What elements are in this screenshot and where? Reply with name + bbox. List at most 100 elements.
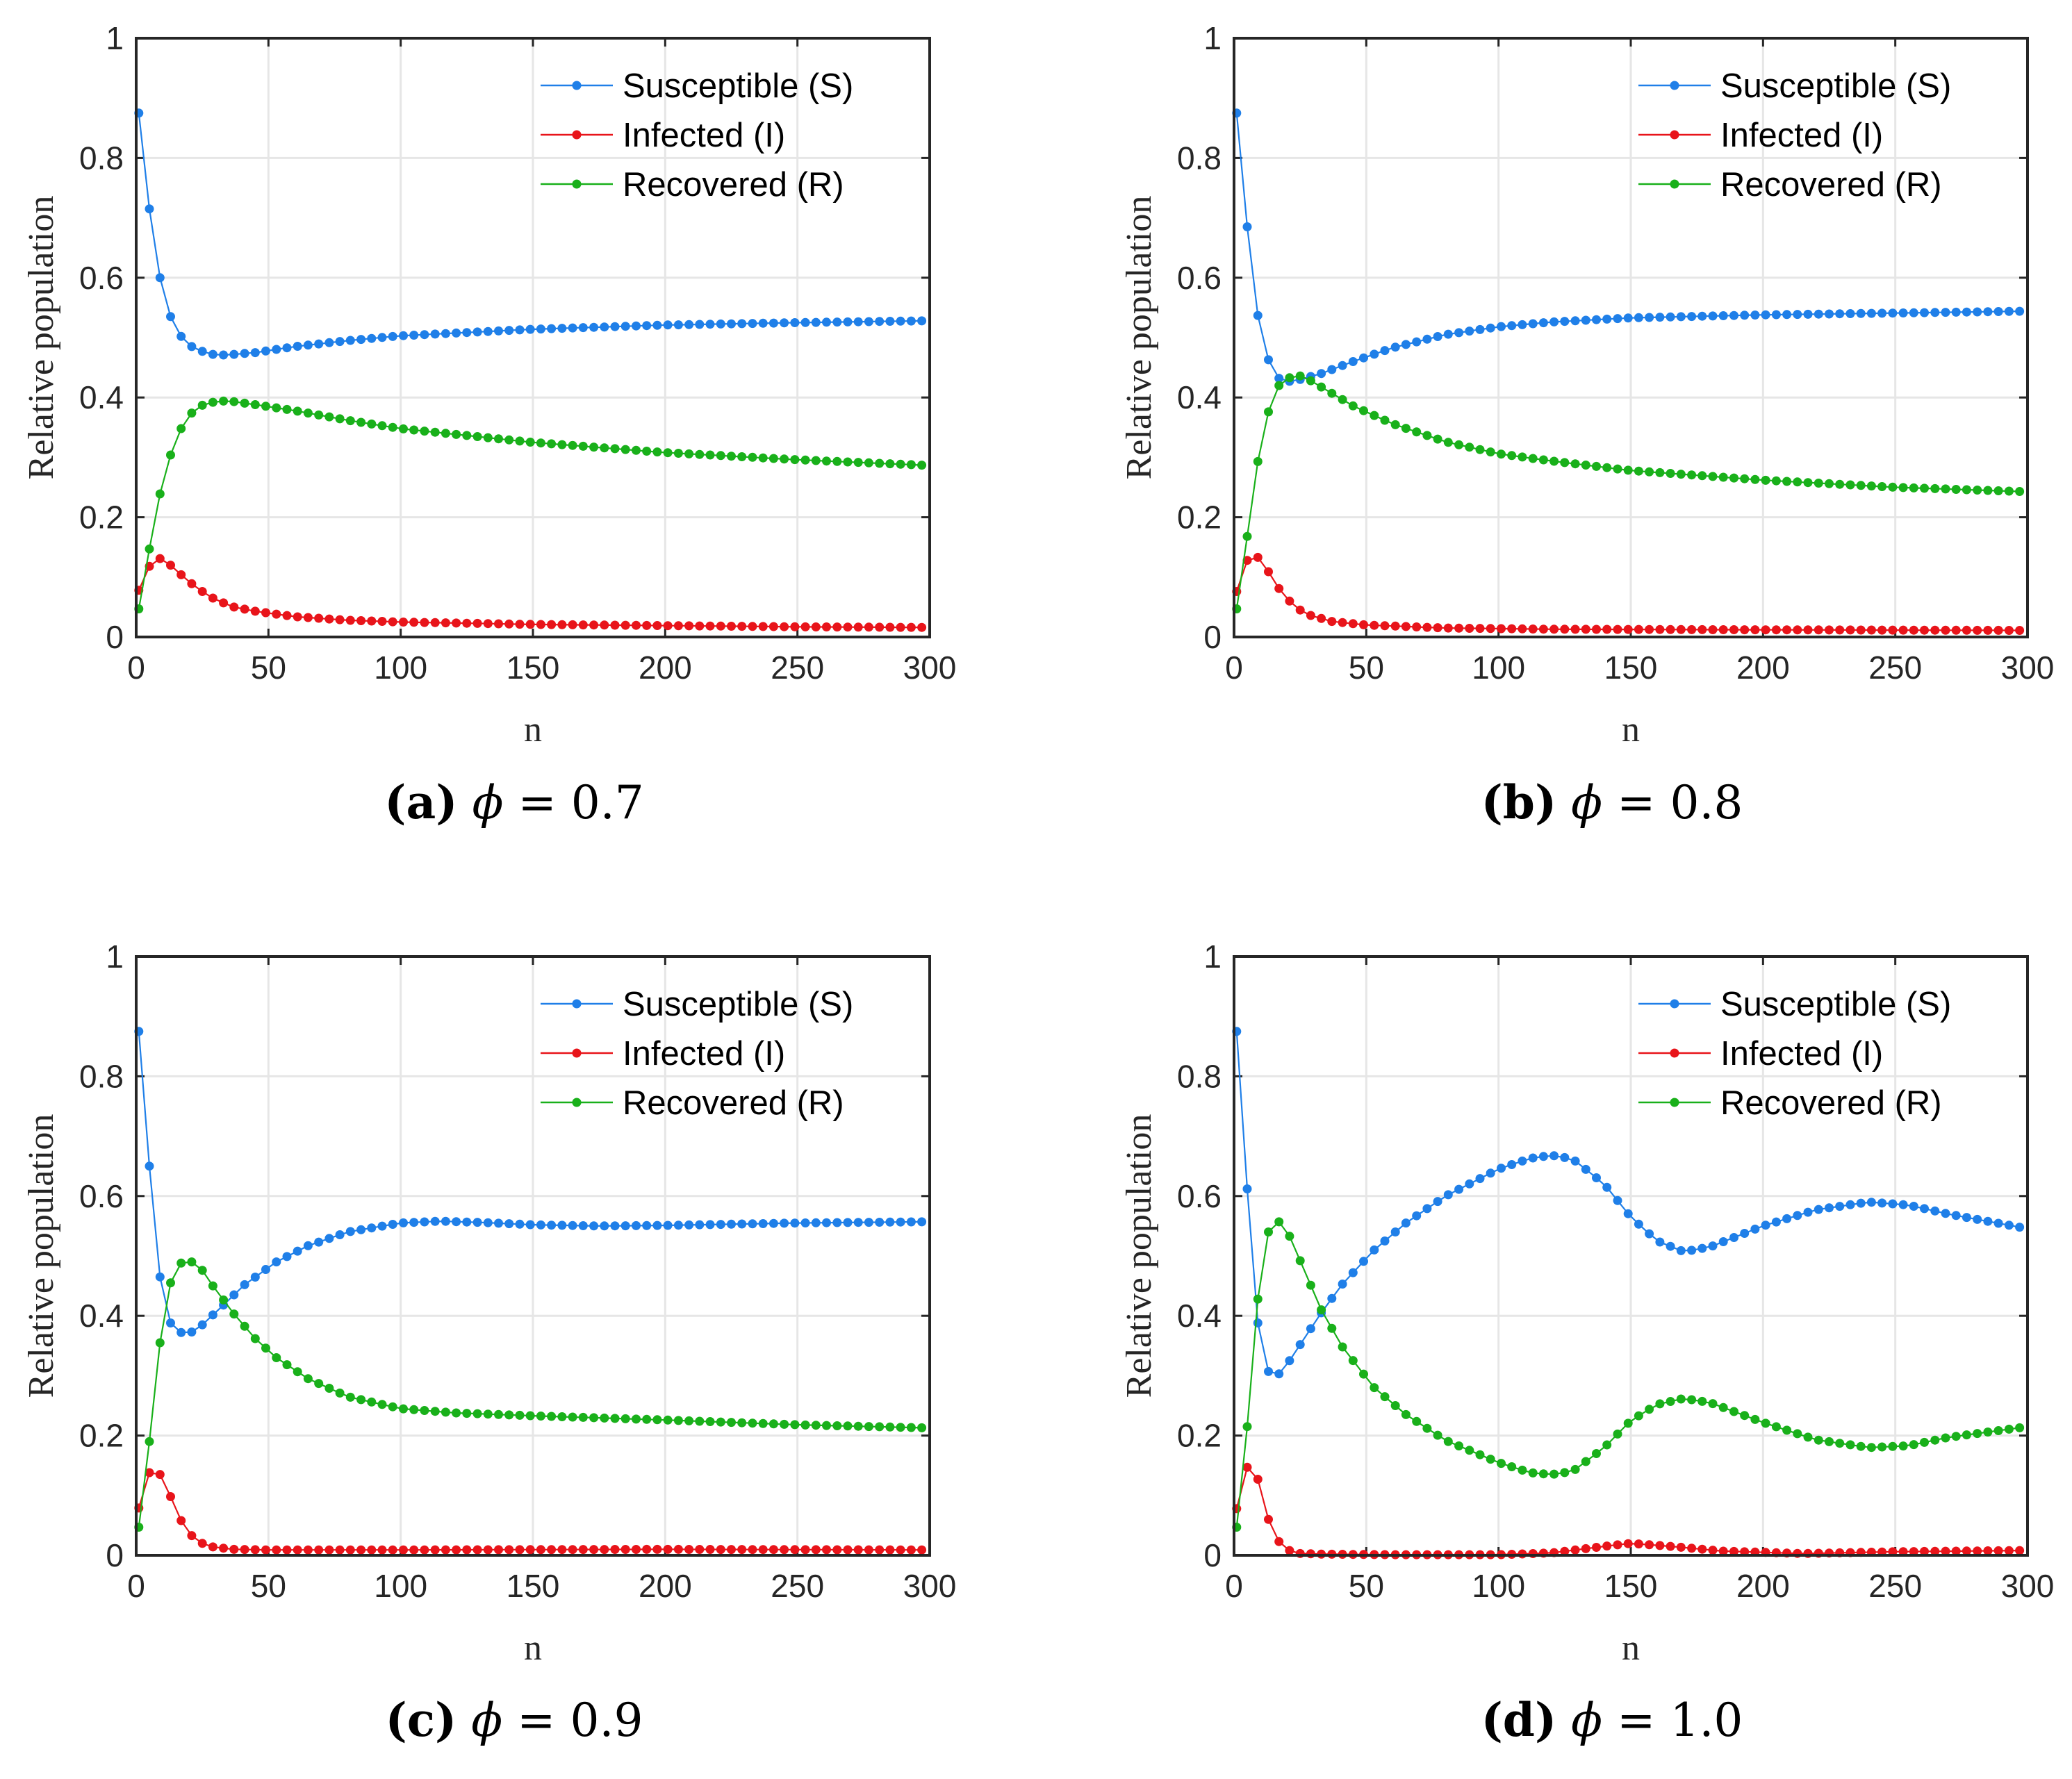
data-point (145, 1437, 154, 1446)
data-point (663, 621, 673, 631)
data-point (1866, 308, 1876, 318)
data-point (1697, 624, 1707, 634)
data-point (1497, 322, 1506, 331)
data-point (1454, 1184, 1464, 1194)
data-point (652, 1415, 662, 1425)
data-point (303, 1241, 313, 1250)
data-point (1370, 1245, 1379, 1255)
data-point (1655, 624, 1665, 634)
data-point (1697, 1544, 1707, 1554)
data-point (430, 329, 440, 339)
data-point (1793, 1429, 1802, 1439)
legend-item-i: Infected (I) (541, 1035, 785, 1073)
data-point (673, 449, 683, 458)
data-point (885, 622, 895, 632)
legend: Susceptible (S) Infected (I) Recovered (R) (541, 67, 853, 204)
data-point (1803, 1432, 1813, 1442)
data-point (335, 337, 345, 347)
data-point (811, 1421, 821, 1430)
panel-caption: (d) ϕ = 1.0 (1481, 1693, 1743, 1747)
data-point (1771, 476, 1781, 486)
data-point (1317, 369, 1326, 379)
data-point (853, 1421, 863, 1431)
data-point (1348, 619, 1358, 629)
y-tick-label: 1 (1203, 938, 1222, 975)
data-point (652, 447, 662, 457)
data-point (780, 1545, 789, 1555)
caption-equals: = (1617, 1694, 1655, 1747)
legend-item-r: Recovered (R) (1638, 166, 1942, 204)
data-point (1348, 357, 1358, 366)
panel-d: 0 50 100 150 200 250 300 0 0.2 0.4 0.6 0.8 1 Suscepti… (1119, 938, 2054, 1747)
data-point (652, 1544, 662, 1554)
data-point (620, 1221, 630, 1231)
series-i (134, 554, 927, 632)
data-point (261, 608, 270, 618)
series-r (1232, 371, 2025, 613)
data-point (1306, 1324, 1315, 1334)
data-point (1729, 1233, 1738, 1242)
tick-labels: 0 50 100 150 200 250 300 0 0.2 0.4 0.6 0.8 1 (1177, 20, 2054, 686)
legend: Susceptible (S) Infected (I) Recovered (R) (541, 986, 853, 1122)
data-point (430, 618, 440, 627)
data-point (906, 622, 916, 632)
data-point (208, 397, 217, 407)
x-tick-label: 250 (1868, 649, 1922, 686)
data-point (822, 1218, 831, 1227)
data-point (1549, 456, 1559, 466)
data-point (1581, 1544, 1590, 1553)
data-point (250, 1545, 260, 1555)
data-point (684, 621, 694, 631)
data-point (261, 346, 270, 356)
data-point (1433, 1430, 1442, 1440)
data-point (800, 1420, 810, 1430)
data-point (642, 1544, 652, 1554)
data-point (388, 422, 397, 432)
data-point (1465, 442, 1474, 452)
data-point (240, 604, 249, 614)
data-point (906, 1545, 916, 1555)
data-point (1825, 309, 1834, 319)
data-point (822, 1545, 831, 1555)
data-point (452, 1408, 461, 1418)
caption-value: 0.7 (571, 776, 644, 829)
legend-item-r: Recovered (R) (541, 1084, 844, 1122)
data-point (1761, 310, 1770, 320)
series-s (134, 1027, 927, 1337)
data-point (377, 421, 387, 431)
y-tick-label: 0.2 (1177, 1418, 1222, 1454)
data-point (1877, 308, 1887, 318)
data-point (768, 454, 778, 463)
data-point (600, 1221, 609, 1231)
axes-box (135, 955, 931, 1557)
data-point (2004, 1221, 2014, 1230)
data-point (208, 1281, 217, 1291)
data-point (1422, 334, 1432, 344)
data-point (1518, 320, 1527, 329)
data-point (917, 316, 927, 326)
data-point (1951, 1432, 1961, 1441)
data-point (1782, 310, 1792, 320)
data-point (1920, 1204, 1929, 1214)
data-point (420, 1545, 429, 1555)
x-tick-label: 0 (1225, 649, 1243, 686)
panel-caption: (b) ϕ = 0.8 (1481, 775, 1743, 829)
data-point (399, 331, 408, 340)
data-point (1348, 1268, 1358, 1277)
data-point (684, 1545, 694, 1554)
data-point (557, 1412, 567, 1421)
data-point (1285, 1232, 1294, 1241)
data-point (673, 621, 683, 631)
data-point (600, 443, 609, 453)
data-point (504, 1410, 514, 1420)
legend-item-i: Infected (I) (1638, 1035, 1883, 1073)
data-point (1645, 313, 1654, 322)
data-point (1920, 1437, 1929, 1447)
legend: Susceptible (S) Infected (I) Recovered (R) (1638, 67, 1951, 204)
data-point (1306, 1549, 1315, 1559)
data-point (441, 329, 450, 338)
data-point (293, 1545, 302, 1555)
legend-marker (1670, 1098, 1679, 1107)
data-point (684, 1220, 694, 1230)
axes-box (135, 37, 931, 638)
